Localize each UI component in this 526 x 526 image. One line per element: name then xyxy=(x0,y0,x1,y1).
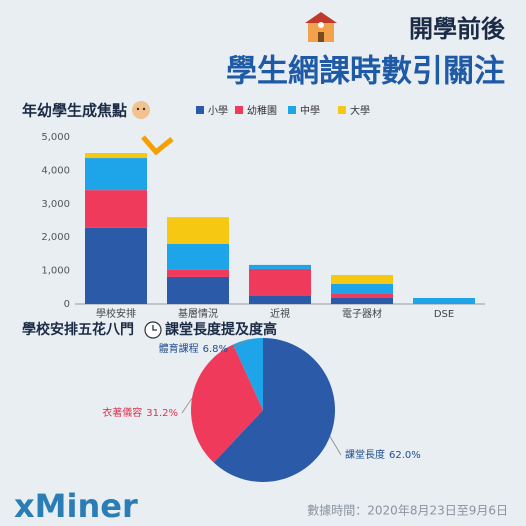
bar-segment xyxy=(85,190,147,228)
pie-title: 課堂長度提及度高 xyxy=(165,321,277,338)
y-tick-label: 1,000 xyxy=(41,266,70,277)
legend-swatch xyxy=(235,106,243,114)
school-icon xyxy=(305,12,337,42)
legend-label: 大學 xyxy=(350,104,370,117)
pie-value-label: 6.8% xyxy=(203,344,228,355)
bar-segment xyxy=(167,243,229,270)
x-tick-label: 近視 xyxy=(270,307,290,320)
bar-segment xyxy=(85,153,147,159)
y-tick-label: 0 xyxy=(64,299,70,310)
pie-value-label: 62.0% xyxy=(389,450,421,461)
leader-line xyxy=(329,436,342,456)
bar-segment xyxy=(249,264,311,269)
bar-segment xyxy=(167,217,229,244)
bar-segment xyxy=(331,297,393,304)
pie-value-label: 31.2% xyxy=(146,408,178,419)
leader-line xyxy=(181,398,193,414)
y-tick-label: 5,000 xyxy=(41,132,70,143)
legend-swatch xyxy=(196,106,204,114)
header-subtitle: 學生網課時數引關注 xyxy=(226,54,505,90)
legend-swatch xyxy=(338,106,346,114)
header-title: 開學前後 xyxy=(409,15,506,43)
bar-segment xyxy=(167,276,229,304)
legend-swatch xyxy=(288,106,296,114)
pie-slice xyxy=(190,344,263,463)
x-tick-label: 學校安排 xyxy=(96,307,136,320)
pie-category: 課堂長度 xyxy=(345,448,385,461)
bar-title: 年幼學生成焦點 xyxy=(22,102,127,120)
bar-segment xyxy=(249,268,311,296)
baby-icon xyxy=(132,101,150,119)
pie-label: 體育課程 6.8% xyxy=(159,342,228,355)
x-tick-label: DSE xyxy=(434,309,454,320)
pie-category: 衣著儀容 xyxy=(102,406,142,419)
date-note: 數據時間：2020年8月23日至9月6日 xyxy=(307,504,508,518)
pie-slice xyxy=(213,338,336,483)
x-tick-label: 電子器材 xyxy=(342,307,382,320)
bar-segment xyxy=(85,158,147,191)
bar-segment xyxy=(85,227,147,304)
pie-label: 課堂長度 62.0% xyxy=(345,448,421,461)
bar-segment xyxy=(413,297,475,304)
leader-line xyxy=(231,339,248,350)
logo: xMiner xyxy=(14,487,138,525)
bar-segment xyxy=(331,293,393,298)
y-tick-label: 3,000 xyxy=(41,199,70,210)
bar-segment xyxy=(167,269,229,277)
bar-segment xyxy=(331,274,393,284)
pie-label: 衣著儀容 31.2% xyxy=(102,406,178,419)
highlight-mark xyxy=(141,135,174,156)
y-tick-label: 4,000 xyxy=(41,165,70,176)
legend-label: 中學 xyxy=(300,104,320,117)
pie-slice xyxy=(233,338,263,410)
x-tick-label: 基層情況 xyxy=(178,307,218,320)
clock-icon xyxy=(144,321,162,339)
pie-category: 體育課程 xyxy=(159,342,199,355)
legend-label: 幼稚園 xyxy=(247,104,277,117)
legend-label: 小學 xyxy=(208,104,228,117)
bar-segment xyxy=(249,295,311,304)
pie-title: 學校安排五花八門 xyxy=(22,321,134,338)
y-tick-label: 2,000 xyxy=(41,232,70,243)
bar-segment xyxy=(331,283,393,294)
